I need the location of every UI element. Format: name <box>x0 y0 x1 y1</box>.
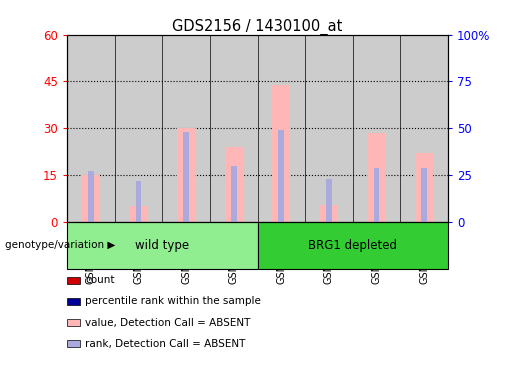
Bar <box>258 222 448 269</box>
Text: value, Detection Call = ABSENT: value, Detection Call = ABSENT <box>85 318 250 328</box>
Bar <box>368 133 386 222</box>
Title: GDS2156 / 1430100_at: GDS2156 / 1430100_at <box>173 18 342 35</box>
Bar <box>231 166 236 222</box>
Text: wild type: wild type <box>135 239 190 252</box>
Bar <box>225 147 243 222</box>
Bar <box>415 153 433 222</box>
Bar <box>82 175 100 222</box>
Bar <box>279 130 284 222</box>
Bar <box>326 179 332 222</box>
Bar <box>129 206 147 222</box>
Bar <box>177 128 195 222</box>
Bar <box>135 181 141 222</box>
Text: count: count <box>85 275 114 285</box>
Bar <box>88 171 94 222</box>
Bar <box>183 132 189 222</box>
Bar <box>272 84 290 222</box>
Bar <box>67 222 258 269</box>
Bar <box>421 167 427 222</box>
Text: BRG1 depleted: BRG1 depleted <box>308 239 397 252</box>
Bar <box>374 167 380 222</box>
Bar <box>320 205 338 222</box>
Text: rank, Detection Call = ABSENT: rank, Detection Call = ABSENT <box>85 339 245 349</box>
Text: percentile rank within the sample: percentile rank within the sample <box>85 296 261 306</box>
Text: genotype/variation ▶: genotype/variation ▶ <box>5 240 115 250</box>
